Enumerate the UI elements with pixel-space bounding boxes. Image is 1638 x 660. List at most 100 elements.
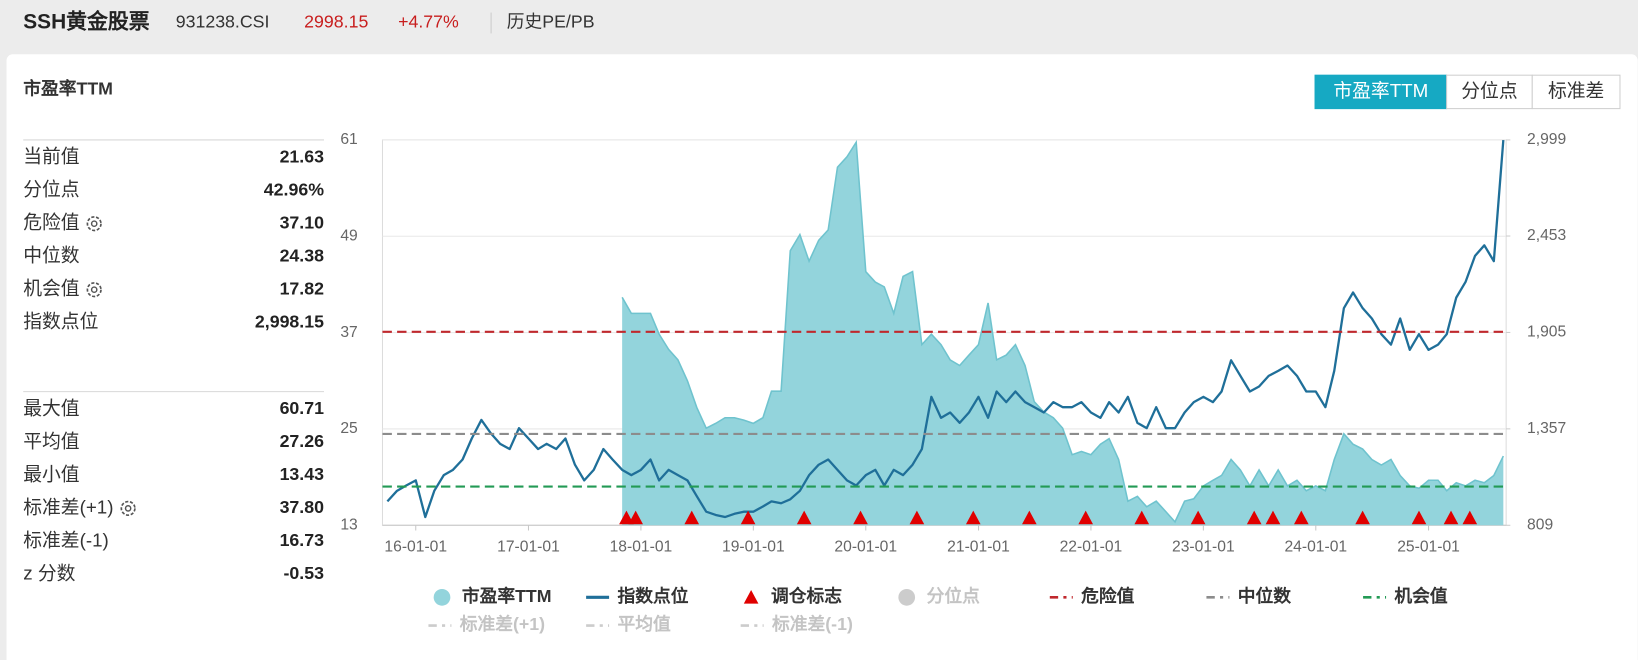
legend-label[interactable]: 市盈率TTM [462, 585, 552, 606]
y-tick-label: 25 [340, 420, 358, 437]
pe-area-outline [621, 139, 1505, 524]
rebalance-marker [1355, 510, 1370, 525]
chart: 13 25 37 49 61 809 1,357 1,905 2,453 2,999 16-01-0… [340, 131, 1566, 634]
stat-label: 最大值 [23, 397, 79, 418]
stat-label: 标准差(+1) [23, 496, 113, 517]
stat-value: 42.96% [264, 179, 324, 199]
stat-value: 24.38 [280, 245, 325, 265]
tab[interactable] [1446, 74, 1533, 110]
stat-label: 当前值 [23, 146, 79, 167]
gear-icon[interactable] [86, 282, 102, 298]
x-tick-label: 21-01-01 [947, 538, 1010, 555]
tab[interactable] [1531, 74, 1621, 110]
index-price: 2998.15 [304, 12, 368, 32]
legend-symbol[interactable] [898, 588, 916, 606]
legend-label[interactable]: 机会值 [1394, 585, 1448, 606]
x-tick-label: 17-01-01 [497, 538, 560, 555]
stat-value: -0.53 [284, 563, 325, 583]
rebalance-marker [684, 510, 700, 525]
y2-tick-label: 1,357 [1527, 420, 1566, 437]
rebalance-marker [1443, 510, 1459, 525]
x-tick-label: 22-01-01 [1060, 538, 1123, 555]
rebalance-marker [1246, 510, 1262, 525]
stat-label: z 分数 [23, 562, 75, 583]
stats-panel: 当前值 21.63 分位点 42.96% 危险值 37.10 中位数 24.38 机会值 17.8… [23, 139, 325, 583]
stat-value: 17.82 [280, 278, 325, 298]
x-tick-label: 18-01-01 [610, 538, 673, 555]
gear-hole[interactable] [90, 286, 98, 294]
gear-hole[interactable] [90, 220, 98, 228]
x-tick-label: 23-01-01 [1172, 538, 1235, 555]
rebalance-marker [1411, 510, 1427, 525]
tab-label[interactable]: 市盈率TTM [1333, 80, 1428, 101]
legend-label[interactable]: 中位数 [1238, 585, 1292, 606]
rebalance-marker [1294, 510, 1309, 525]
stat-value: 27.26 [280, 431, 325, 451]
legend-label[interactable]: 平均值 [617, 613, 671, 634]
x-tick-label: 20-01-01 [834, 538, 897, 555]
tab-label[interactable]: 标准差 [1548, 80, 1604, 101]
stat-value: 37.10 [280, 212, 325, 232]
stat-label: 分位点 [23, 179, 79, 200]
rebalance-marker [1462, 510, 1478, 525]
y2-tick-label: 1,905 [1527, 324, 1566, 341]
stat-label: 指数点位 [23, 311, 98, 332]
rebalance-marker [965, 510, 981, 525]
rebalance-marker [1078, 510, 1094, 525]
x-tick-label: 19-01-01 [722, 538, 785, 555]
pe-pb-link[interactable]: 历史PE/PB [507, 12, 595, 32]
stat-label: 平均值 [23, 430, 79, 451]
rebalance-marker [796, 510, 812, 525]
rebalance-marker [628, 510, 643, 525]
legend-label[interactable]: 指数点位 [617, 585, 688, 606]
x-tick-label: 25-01-01 [1397, 538, 1460, 555]
y2-tick-label: 809 [1527, 516, 1553, 533]
y-tick-label: 13 [340, 516, 358, 533]
stat-label: 中位数 [23, 245, 80, 266]
legend-label[interactable]: 分位点 [927, 585, 981, 606]
stat-value: 21.63 [280, 146, 325, 166]
rebalance-marker [909, 510, 925, 525]
stat-value: 60.71 [280, 398, 325, 418]
index-name: SSH黄金股票 [23, 9, 150, 33]
tab-label[interactable]: 分位点 [1461, 80, 1517, 101]
legend-symbol[interactable] [433, 588, 451, 606]
legend-label[interactable]: 调仓标志 [771, 585, 842, 606]
rebalance-marker [1022, 510, 1037, 525]
legend-label[interactable]: 标准差(-1) [771, 613, 853, 634]
stat-value: 16.73 [280, 530, 325, 550]
stat-label: 危险值 [23, 212, 79, 233]
legend-symbol[interactable] [743, 590, 759, 604]
stat-value: 13.43 [280, 464, 325, 484]
legend-label[interactable]: 标准差(+1) [459, 613, 545, 634]
y-tick-label: 61 [340, 131, 357, 148]
gear-icon[interactable] [86, 216, 102, 232]
stat-value: 2,998.15 [255, 311, 324, 331]
index-line [386, 139, 1505, 519]
rebalance-marker [1265, 510, 1281, 525]
rebalance-marker [1134, 510, 1150, 525]
stat-label: 标准差(-1) [23, 529, 109, 550]
gear-icon[interactable] [120, 500, 136, 516]
stat-value: 37.80 [280, 497, 325, 517]
x-tick-label: 24-01-01 [1284, 538, 1347, 555]
legend-label[interactable]: 危险值 [1080, 585, 1135, 606]
rebalance-marker [619, 510, 634, 525]
x-tick-label: 16-01-01 [384, 538, 447, 555]
pe-area [622, 142, 1504, 526]
rebalance-marker [740, 510, 756, 525]
stat-label: 机会值 [23, 278, 79, 299]
y2-tick-label: 2,453 [1527, 227, 1566, 244]
panel-title: 市盈率TTM [23, 77, 113, 98]
stat-label: 最小值 [23, 463, 79, 484]
gear-hole[interactable] [124, 505, 132, 512]
y-tick-label: 37 [340, 324, 357, 341]
tab[interactable] [1314, 74, 1448, 110]
y2-tick-label: 2,999 [1527, 131, 1566, 148]
rebalance-marker [1190, 510, 1206, 525]
index-code: 931238.CSI [176, 12, 270, 32]
tabs: 市盈率TTM 分位点 标准差 [1314, 74, 1621, 110]
y-tick-label: 49 [340, 227, 357, 244]
